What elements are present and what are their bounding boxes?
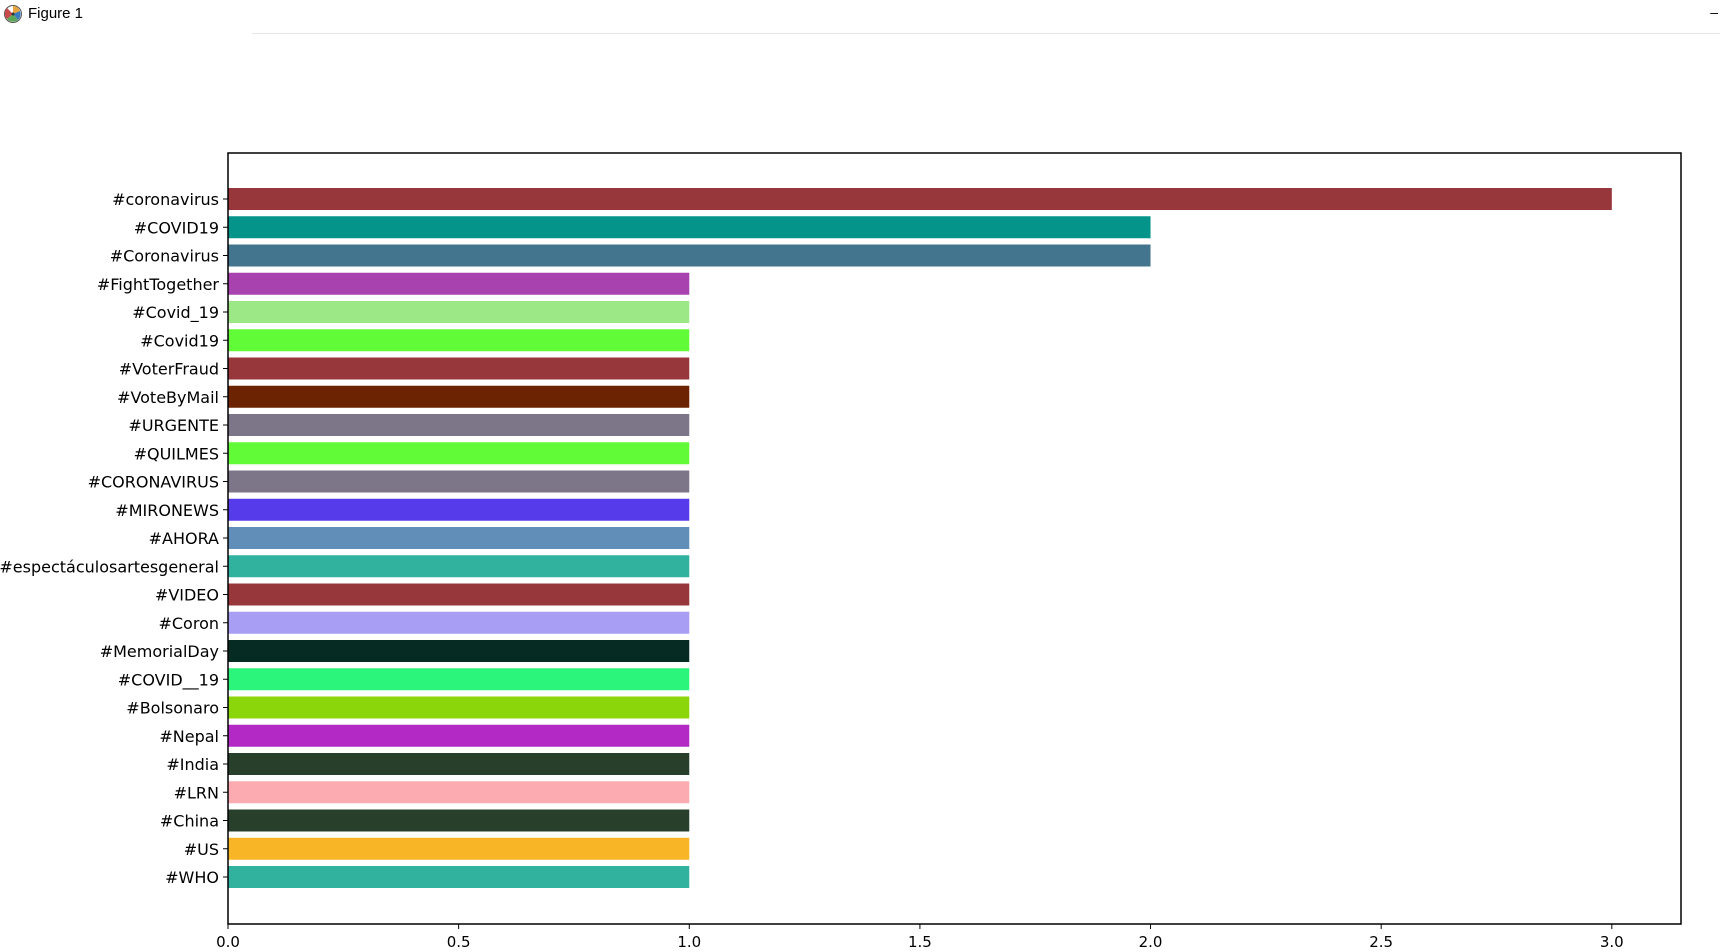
y-tick-label: #India: [166, 755, 219, 774]
y-tick-label: #QUILMES: [134, 444, 219, 463]
bars-group: [228, 188, 1612, 888]
x-tick-label: 2.0: [1139, 933, 1163, 951]
y-tick-label: #VoterFraud: [119, 360, 219, 379]
x-tick-label: 2.5: [1369, 933, 1393, 951]
bar: [228, 385, 690, 408]
bar: [228, 696, 690, 719]
titlebar-divider: [252, 33, 1720, 34]
bar: [228, 724, 690, 747]
plot-frame: [227, 152, 1682, 925]
y-tick-label: #Covid_19: [132, 303, 219, 323]
y-tick-label: #Coronavirus: [110, 247, 219, 266]
x-tick-label: 1.0: [677, 933, 701, 951]
y-tick-label: #AHORA: [149, 529, 219, 548]
bar: [228, 555, 690, 578]
bar: [228, 470, 690, 493]
y-tick-label: #coronavirus: [112, 190, 219, 209]
y-tick-label: #COVID19: [134, 218, 219, 237]
bar: [228, 272, 690, 295]
matplotlib-figure-icon: [4, 5, 22, 23]
y-tick-label: #MemorialDay: [100, 642, 219, 661]
y-tick-label: #espectáculosartesgeneral: [0, 557, 219, 576]
y-tick-label: #Covid19: [140, 331, 219, 350]
bar: [228, 414, 690, 436]
window-title: Figure 1: [28, 5, 84, 22]
y-tick-label: #URGENTE: [128, 416, 219, 435]
x-tick-label: 3.0: [1600, 933, 1624, 951]
bar: [228, 753, 690, 775]
y-tick-label: #Nepal: [159, 727, 219, 746]
y-tick-label: #Bolsonaro: [126, 699, 219, 718]
x-axis: 0.0 0.5 1.0 1.5 2.0 2.5 3.0: [216, 924, 1624, 951]
y-tick-labels: #coronavirus #COVID19 #Coronavirus #FightTo…: [0, 190, 228, 887]
y-tick-label: #US: [184, 840, 219, 859]
bar: [228, 301, 690, 323]
bar: [228, 216, 1151, 239]
x-tick-label: 0.0: [216, 933, 240, 951]
bar: [228, 244, 1151, 267]
bar: [228, 866, 690, 888]
y-tick-label: #Coron: [158, 614, 219, 633]
window-titlebar: Figure 1 –: [0, 0, 1720, 34]
bar: [228, 583, 690, 606]
bar: [228, 611, 690, 634]
y-tick-label: #FightTogether: [97, 275, 220, 294]
y-tick-label: #CORONAVIRUS: [88, 473, 219, 492]
y-tick-label: #MIRONEWS: [115, 501, 219, 520]
y-tick-label: #LRN: [174, 783, 219, 802]
bar: [228, 527, 690, 549]
bar: [228, 781, 690, 804]
y-tick-label: #COVID__19: [118, 670, 219, 690]
y-tick-label: #China: [160, 812, 219, 831]
bar: [228, 357, 690, 380]
bar: [228, 809, 690, 832]
bar: [228, 498, 690, 521]
bar: [228, 640, 690, 662]
y-tick-label: #VoteByMail: [117, 388, 219, 407]
bar: [228, 442, 690, 465]
x-tick-label: 1.5: [908, 933, 932, 951]
bar: [228, 837, 690, 860]
y-tick-label: #WHO: [165, 868, 219, 887]
minimize-button[interactable]: –: [1710, 4, 1718, 20]
x-tick-label: 0.5: [447, 933, 471, 951]
bar: [228, 668, 690, 691]
y-tick-label: #VIDEO: [155, 586, 219, 605]
bar: [228, 329, 690, 352]
bar: [228, 188, 1612, 210]
